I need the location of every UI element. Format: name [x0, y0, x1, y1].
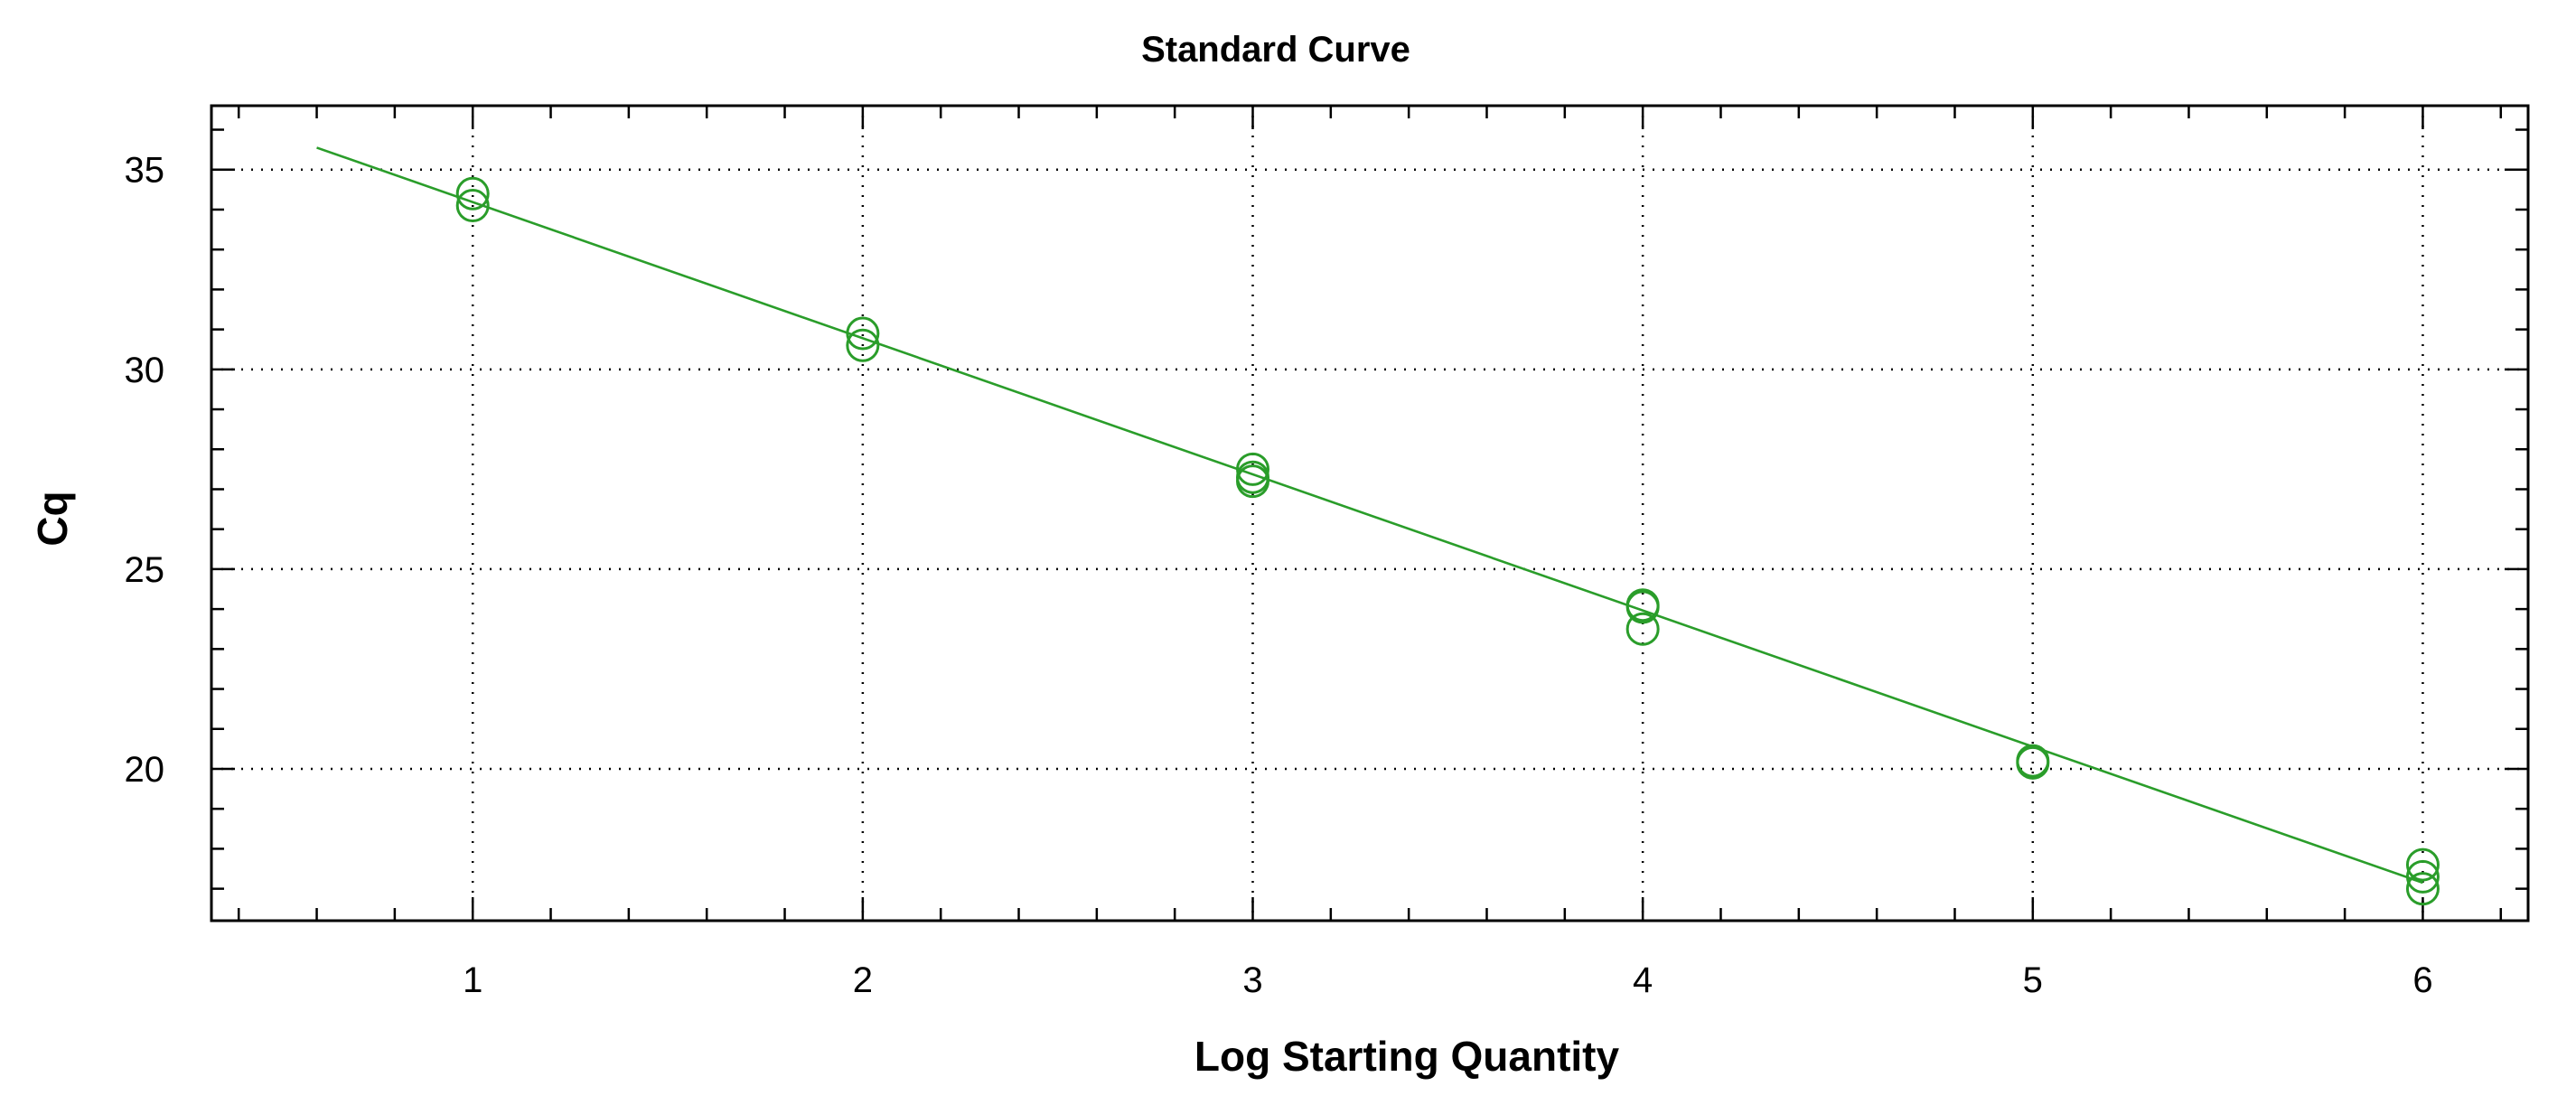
data-point [1625, 590, 1660, 624]
data-point [1625, 612, 1660, 646]
data-point [846, 316, 880, 351]
data-points [455, 176, 2440, 906]
x-tick-label: 2 [853, 960, 873, 1000]
y-tick-label: 20 [125, 750, 165, 790]
data-point [1236, 452, 1270, 486]
x-tick-label: 3 [1242, 960, 1262, 1000]
y-axis-label: Cq [29, 491, 76, 546]
x-tick-label: 6 [2412, 960, 2432, 1000]
tick-labels: 1 2 3 4 5 6 20 25 30 35 [125, 151, 2433, 1000]
x-tick-label: 4 [1633, 960, 1653, 1000]
y-tick-label: 25 [125, 550, 165, 590]
chart-title: Standard Curve [1141, 30, 1410, 70]
data-point [455, 176, 490, 211]
data-point [2016, 745, 2050, 780]
grid-lines [211, 106, 2528, 921]
x-tick-label: 1 [463, 960, 482, 1000]
data-point [846, 328, 880, 362]
x-tick-label: 5 [2023, 960, 2043, 1000]
axis-ticks [211, 106, 2528, 921]
y-tick-label: 35 [125, 151, 165, 191]
data-point [2405, 847, 2440, 882]
data-point [2405, 872, 2440, 906]
data-point [1236, 464, 1270, 499]
x-axis-label: Log Starting Quantity [1194, 1033, 1620, 1080]
fit-line [316, 146, 2423, 885]
data-point [2405, 859, 2440, 894]
data-point [455, 189, 490, 223]
y-tick-label: 30 [125, 351, 165, 390]
fit-line-layer [316, 146, 2423, 885]
plot-frame [210, 104, 2530, 922]
